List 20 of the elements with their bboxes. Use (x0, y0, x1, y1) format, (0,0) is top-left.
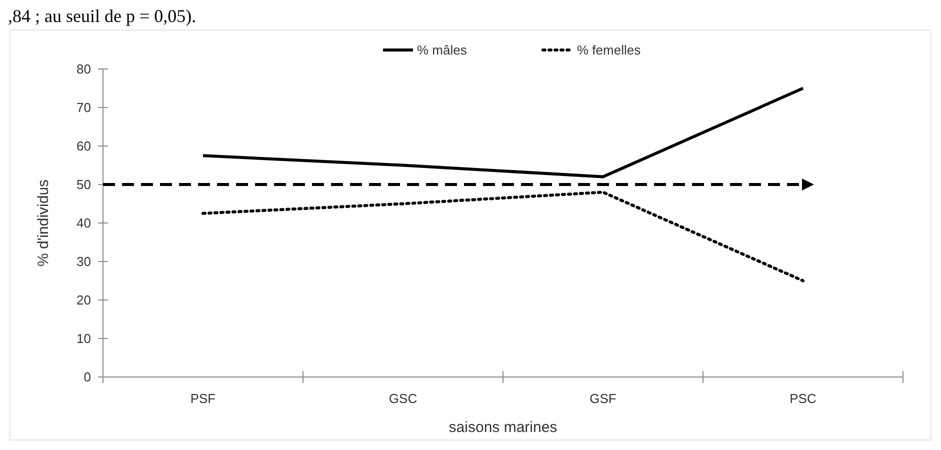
legend-label: % mâles (417, 42, 468, 58)
y-tick-label: 30 (76, 254, 91, 270)
y-tick-label: 10 (76, 331, 91, 346)
x-axis-title: saisons marines (448, 419, 558, 436)
x-tick-label: PSF (190, 391, 216, 406)
x-tick-label: GSC (388, 391, 418, 406)
line-series (202, 86, 804, 178)
y-tick-label: 60 (76, 138, 91, 154)
y-tick-label: 50 (76, 177, 91, 192)
legend-label: % femelles (577, 42, 642, 58)
y-tick-label: 0 (84, 370, 91, 385)
y-tick-label: 80 (76, 62, 91, 77)
y-tick-label: 70 (76, 100, 91, 116)
y-tick-label: 40 (76, 216, 91, 231)
x-tick-label: PSC (790, 391, 816, 406)
line-series (202, 190, 804, 282)
x-tick-label: GSF (590, 391, 616, 406)
text: ,84 ; au seuil de p = 0,05). (8, 6, 196, 26)
y-tick-label: 20 (76, 292, 91, 308)
y-axis-title: % d'individus (35, 179, 52, 267)
